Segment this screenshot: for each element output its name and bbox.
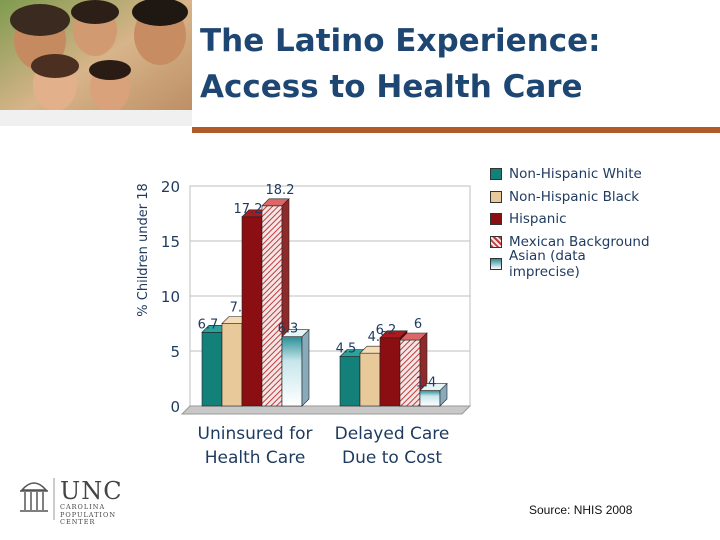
legend-label: Non-Hispanic Black (509, 188, 640, 205)
title-line-2: Access to Health Care (200, 69, 583, 105)
old-well-icon (20, 478, 55, 520)
y-tick-label: 20 (161, 178, 180, 196)
data-label: 18.2 (266, 183, 295, 198)
y-tick-label: 0 (170, 398, 180, 416)
legend-item: Non-Hispanic White (490, 163, 660, 186)
category-label: Uninsured for (198, 424, 313, 444)
data-label: 6 (414, 317, 422, 332)
bar-non-hispanic-black (359, 352, 381, 407)
chart-floor (180, 405, 472, 415)
logo-sub-1: CAROLINA (60, 503, 106, 511)
bar-asian-side (301, 328, 310, 407)
data-label: 17.2 (234, 202, 263, 217)
legend-item: Hispanic (490, 208, 660, 231)
source-note: Source: NHIS 2008 (529, 503, 633, 517)
data-label: 4.5 (336, 342, 357, 357)
title-divider (192, 127, 720, 133)
legend-label: Asian (data imprecise) (509, 248, 586, 281)
bars: 6.77.517.218.26.34.54.86.2 61.4 (198, 183, 448, 407)
bar-non-hispanic-black (221, 323, 243, 407)
bar-asian-side (439, 382, 448, 407)
category-label: Delayed Care (335, 424, 450, 444)
bar-non-hispanic-white (339, 356, 361, 407)
bar-asian (281, 336, 303, 407)
y-tick-label: 10 (161, 288, 180, 306)
logo-sub-3: CENTER (60, 518, 96, 526)
y-tick-label: 5 (170, 343, 180, 361)
category-label: Due to Cost (342, 448, 442, 468)
data-label: 6.3 (278, 322, 299, 337)
y-tick-label: 15 (161, 233, 180, 251)
legend-label: Hispanic (509, 211, 567, 228)
family-photo-illustration (0, 0, 192, 126)
category-label: Health Care (205, 448, 306, 468)
legend-swatch-mexican-background (490, 235, 502, 248)
legend-item: Asian (data imprecise) (490, 248, 660, 280)
legend-item: Non-Hispanic Black (490, 186, 660, 209)
family-photo (0, 0, 192, 126)
unc-logo (18, 474, 128, 524)
bar-hispanic (379, 337, 401, 407)
y-axis-label: % Children under 18 (136, 183, 151, 316)
category-labels: Uninsured for Health Care Delayed Care Due … (198, 424, 450, 468)
bar-group: 1.4 (416, 376, 448, 407)
legend-item: Mexican Background (490, 231, 660, 254)
slide-title: The Latino Experience: Access to Health … (200, 18, 710, 110)
title-line-1: The Latino Experience: (200, 23, 601, 59)
legend-swatch-asian (490, 258, 502, 271)
legend-swatch-non-hispanic-white (490, 168, 502, 181)
logo-name: UNC (60, 477, 123, 505)
bar-mexican-background (399, 339, 421, 407)
bar-asian (419, 390, 441, 407)
bar-group: 6 (399, 317, 428, 407)
unc-logo-text: UNC CAROLINA POPULATION CENTER (60, 478, 123, 527)
bar-group: 6.3 (278, 322, 310, 407)
legend-label: Non-Hispanic White (509, 166, 642, 183)
y-axis-ticks: 0 5 10 15 20 (161, 178, 180, 416)
logo-sub-2: POPULATION (60, 510, 117, 519)
data-label: 1.4 (416, 376, 437, 391)
legend-label: Mexican Background (509, 233, 650, 250)
bar-mexican-background (261, 205, 283, 407)
bar-hispanic (241, 216, 263, 407)
legend: Non-Hispanic White Non-Hispanic Black Hi… (490, 163, 660, 280)
legend-swatch-non-hispanic-black (490, 190, 502, 203)
data-label: 6.7 (198, 317, 219, 332)
bar-non-hispanic-white (201, 332, 223, 407)
data-label: 6.2 (376, 323, 397, 338)
legend-swatch-hispanic (490, 213, 502, 226)
